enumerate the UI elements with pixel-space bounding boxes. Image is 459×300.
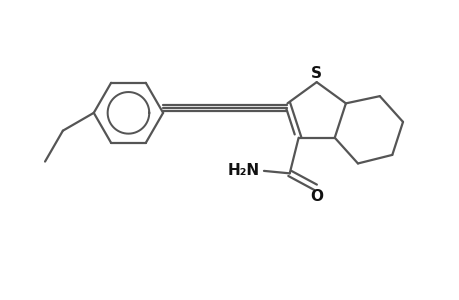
Text: H₂N: H₂N <box>228 164 260 178</box>
Text: S: S <box>310 66 321 81</box>
Text: O: O <box>310 189 323 204</box>
